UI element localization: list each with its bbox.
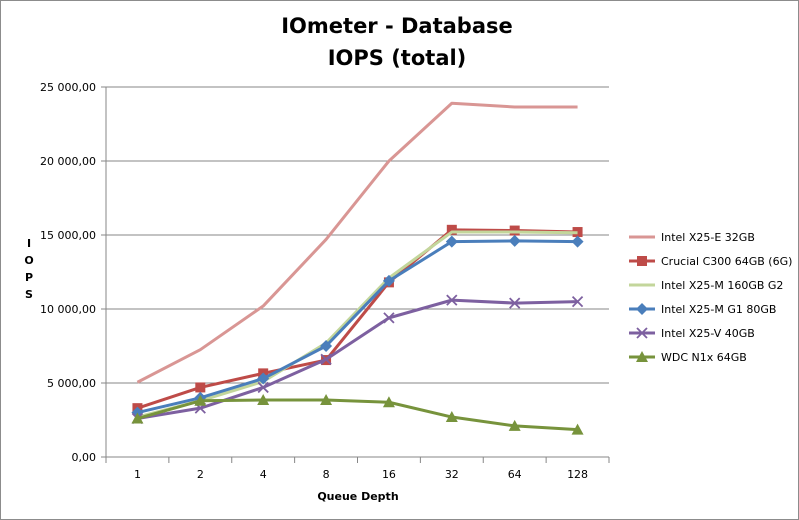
- y-tick-label: 10 000,00: [40, 303, 96, 316]
- data-point: [257, 372, 270, 385]
- x-tick-label: 64: [508, 468, 522, 481]
- series-line: [137, 230, 578, 419]
- y-tick-label: 0,00: [72, 451, 97, 464]
- legend-entry: WDC N1x 64GB: [629, 351, 747, 364]
- data-point: [382, 274, 395, 287]
- x-axis-title: Queue Depth: [317, 490, 398, 503]
- data-point: [571, 235, 584, 248]
- x-tick-label: 128: [567, 468, 588, 481]
- series-line: [136, 228, 578, 410]
- x-tick-label: 32: [445, 468, 459, 481]
- data-point: [636, 303, 648, 315]
- data-point: [508, 419, 521, 431]
- legend-label: Crucial C300 64GB (6G): [661, 255, 792, 268]
- legend-entry: Intel X25-V 40GB: [629, 327, 755, 340]
- x-tick-label: 1: [134, 468, 141, 481]
- data-point: [446, 224, 457, 235]
- x-tick-label: 16: [382, 468, 396, 481]
- gridlines: [106, 86, 609, 384]
- data-point: [445, 411, 458, 423]
- series-crucial-c300-64gb-6g-: [132, 224, 583, 414]
- data-point: [383, 312, 395, 324]
- data-point: [194, 394, 207, 406]
- y-axis-title-letter: I: [27, 237, 31, 250]
- data-point: [257, 394, 270, 406]
- y-tick-labels: 0,00 5 000,00 10 000,00 15 000,00 20 000,00 2…: [40, 81, 96, 464]
- legend-entry: Crucial C300 64GB (6G): [629, 255, 792, 268]
- series-wdc-n1x-64gb: [131, 394, 584, 435]
- chart-title: IOmeter - Database: [281, 14, 513, 38]
- series-line: [137, 298, 578, 421]
- axes: [101, 86, 610, 463]
- y-tick-label: 5 000,00: [47, 377, 96, 390]
- series-lines: [131, 101, 584, 435]
- legend-entry: Intel X25-M 160GB G2: [629, 279, 783, 292]
- data-point: [571, 295, 584, 308]
- data-point: [320, 340, 333, 352]
- data-point: [131, 412, 144, 424]
- data-point: [636, 351, 648, 362]
- x-tick-label: 8: [323, 468, 330, 481]
- x-tick-label: 2: [197, 468, 204, 481]
- chart-subtitle: IOPS (total): [328, 46, 467, 70]
- y-tick-label: 20 000,00: [40, 155, 96, 168]
- data-point: [509, 297, 521, 309]
- series-line: [137, 398, 578, 432]
- legend-label: Intel X25-M 160GB G2: [661, 279, 783, 292]
- x-tick-labels: 1 2 4 8 16 32 64 128: [134, 468, 588, 481]
- data-point: [508, 234, 521, 247]
- legend-label: Intel X25-V 40GB: [661, 327, 755, 340]
- data-point: [257, 381, 269, 394]
- legend-label: Intel X25-E 32GB: [661, 231, 755, 244]
- data-point: [320, 353, 332, 365]
- legend-label: Intel X25-M G1 80GB: [661, 303, 776, 316]
- data-point: [382, 396, 395, 408]
- data-point: [446, 294, 458, 306]
- data-point: [195, 382, 206, 393]
- series-line: [136, 101, 578, 384]
- legend-entry: Intel X25-E 32GB: [629, 231, 755, 244]
- data-point: [320, 394, 333, 406]
- y-tick-label: 15 000,00: [40, 229, 96, 242]
- legend: Intel X25-E 32GB Crucial C300 64GB (6G) In…: [629, 231, 792, 364]
- y-tick-label: 25 000,00: [40, 81, 96, 94]
- y-axis-title: IOPS: [24, 237, 33, 301]
- data-point: [571, 423, 584, 435]
- x-tick-label: 4: [260, 468, 267, 481]
- y-axis-title-letter: P: [25, 271, 33, 284]
- series-intel-x25-e-32gb: [136, 101, 578, 384]
- data-point: [445, 235, 458, 248]
- data-point: [637, 256, 647, 266]
- series-intel-x25-v-40gb: [131, 294, 584, 425]
- legend-label: WDC N1x 64GB: [661, 351, 747, 364]
- y-axis-title-letter: O: [24, 254, 33, 267]
- series-line: [137, 239, 578, 415]
- series-intel-x25-m-160gb-g2: [137, 230, 578, 419]
- data-point: [636, 327, 648, 339]
- y-axis-title-letter: S: [25, 288, 33, 301]
- legend-entry: Intel X25-M G1 80GB: [629, 303, 776, 316]
